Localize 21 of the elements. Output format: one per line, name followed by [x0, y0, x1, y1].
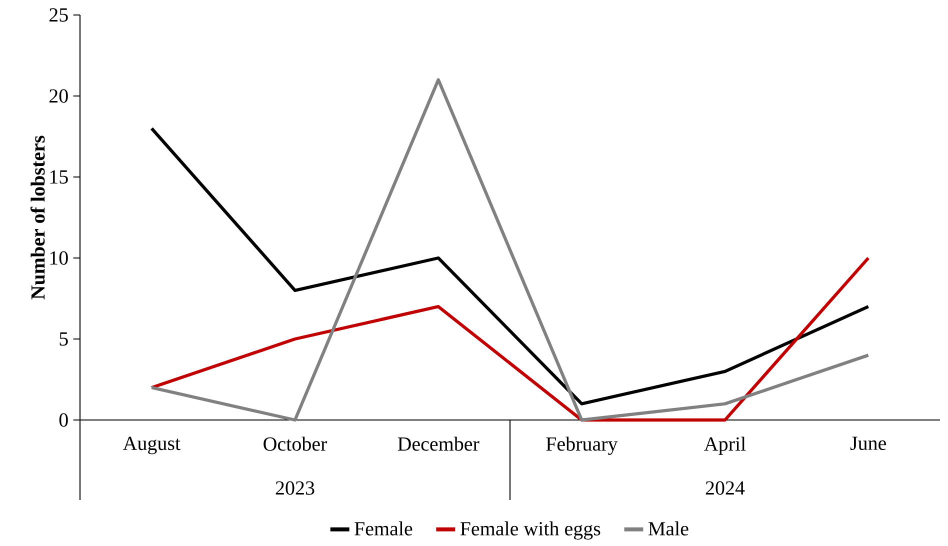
- x-tick-label: June: [850, 436, 886, 450]
- line-series: [150, 256, 870, 422]
- y-tick-label: 25: [50, 8, 68, 22]
- line-series: [150, 78, 870, 422]
- text: 2023: [276, 481, 314, 495]
- x-tick-label: October: [264, 436, 328, 451]
- text: 2024: [706, 481, 745, 495]
- x-tick-label: December: [398, 436, 480, 451]
- legend-label: Female: [354, 521, 412, 536]
- legend-label: Female with eggs: [460, 521, 600, 540]
- y-tick-label: 10: [50, 251, 68, 265]
- y-tick-label: 0: [59, 413, 68, 427]
- line-series: [150, 126, 870, 406]
- x-tick-label: August: [122, 436, 180, 454]
- y-tick-label: 20: [50, 89, 68, 103]
- y-tick-label: 15: [50, 170, 68, 184]
- y-axis-title: Number of lobsters: [30, 136, 45, 300]
- legend-label: Male: [648, 521, 688, 536]
- y-tick-label: 5: [60, 332, 68, 346]
- x-tick-label: April: [704, 436, 746, 455]
- x-tick-label: February: [546, 436, 618, 455]
